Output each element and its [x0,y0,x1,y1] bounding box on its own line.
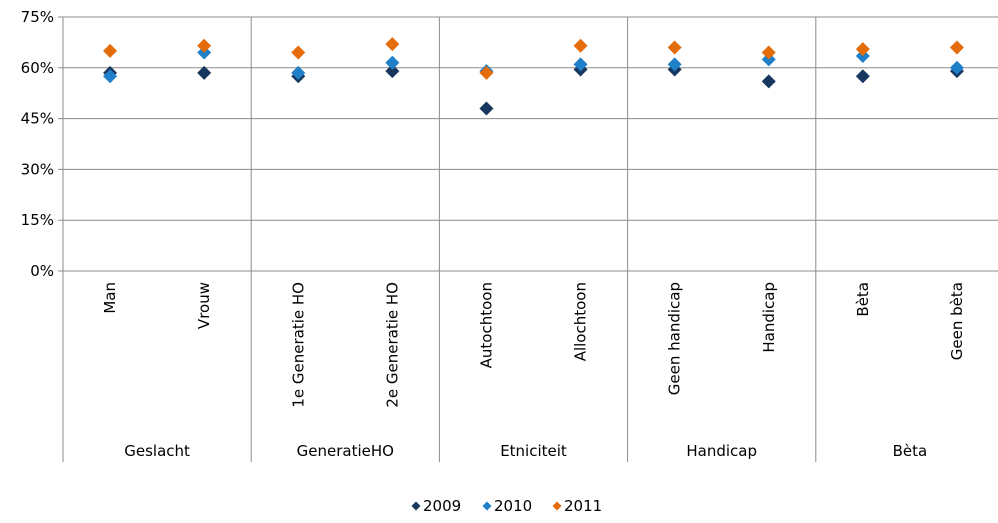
x-category-label: Man [101,282,119,314]
y-tick-label: 15% [21,211,54,229]
y-tick-label: 60% [21,59,54,77]
data-point-2011 [197,38,212,53]
data-point-2011 [479,65,494,80]
legend-label-2011: 2011 [564,497,602,515]
data-point-2010 [103,69,118,84]
data-point-2011 [103,43,118,58]
data-point-2010 [385,55,400,70]
legend-marker-2011 [552,501,562,511]
x-group-label: GeneratieHO [297,442,394,460]
data-points [103,37,964,116]
data-point-2009 [761,74,776,89]
data-point-2011 [385,37,400,52]
data-point-2009 [855,69,870,84]
y-tick-labels: 0% 15% 30% 45% 60% 75% [21,8,54,280]
data-point-2010 [291,65,306,80]
data-point-2010 [667,57,682,72]
y-tick-label: 30% [21,160,54,178]
data-point-2009 [197,65,212,80]
legend-label-2009: 2009 [423,497,461,515]
x-category-label: Vrouw [195,282,213,329]
x-category-label: 1e Generatie HO [289,282,307,408]
data-point-2009 [479,101,494,116]
legend-label-2010: 2010 [494,497,532,515]
data-point-2011 [761,45,776,60]
x-category-label: 2e Generatie HO [383,282,401,408]
legend: 2009 2010 2011 [411,497,602,515]
data-point-2011 [949,40,964,55]
y-tick-label: 0% [30,262,54,280]
data-point-2010 [573,57,588,72]
x-category-label: Autochtoon [477,282,495,368]
x-category-labels: Man Vrouw 1e Generatie HO 2e Generatie HO Au… [101,282,966,408]
axes [62,17,998,462]
data-point-2011 [573,38,588,53]
x-group-label: Etniciteit [500,442,567,460]
data-point-2011 [291,45,306,60]
legend-marker-2010 [482,501,492,511]
y-tick-label: 75% [21,8,54,26]
x-group-label: Geslacht [124,442,190,460]
x-category-label: Geen handicap [666,282,684,395]
x-category-label: Allochtoon [572,282,590,361]
y-tick-label: 45% [21,110,54,128]
x-group-label: Bèta [893,442,928,460]
legend-marker-2009 [411,501,421,511]
x-category-label: Geen bèta [948,282,966,360]
x-group-label: Handicap [686,442,757,460]
x-group-labels: Geslacht GeneratieHO Etniciteit Handicap Bèt… [124,442,927,460]
x-category-label: Handicap [760,282,778,353]
x-category-label: Bèta [854,282,872,317]
data-point-2011 [855,42,870,57]
data-point-2011 [667,40,682,55]
data-point-2010 [949,60,964,75]
data-point-2009 [385,64,400,79]
